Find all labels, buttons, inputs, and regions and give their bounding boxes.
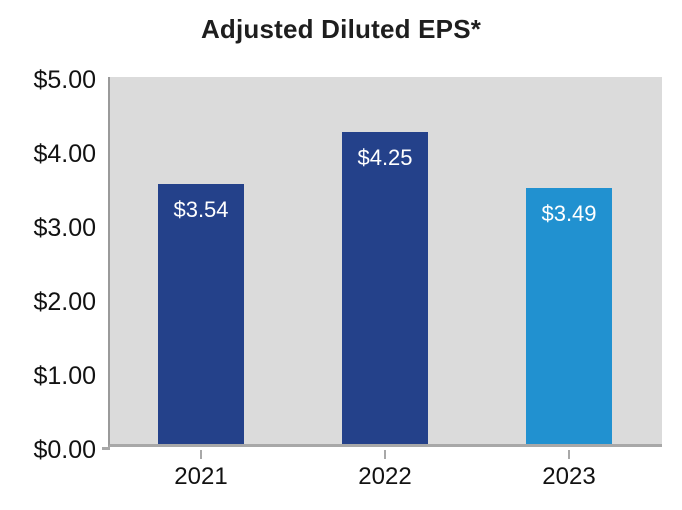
x-tick-label: 2022 <box>358 463 412 490</box>
x-category: 2021 <box>158 450 244 491</box>
x-category: 2023 <box>526 450 612 491</box>
y-tick-label: $3.00 <box>33 214 96 242</box>
y-tick-label: $1.00 <box>33 362 96 390</box>
y-tick-label: $4.00 <box>33 140 96 168</box>
bars-row: $3.54 $4.25 $3.49 <box>110 77 662 444</box>
x-tick-mark <box>200 450 202 459</box>
y-tick-label: $5.00 <box>33 66 96 94</box>
x-axis-labels: 2021 2022 2023 <box>108 450 662 491</box>
bar-value-label: $4.25 <box>357 145 413 171</box>
x-tick-label: 2021 <box>174 463 228 490</box>
bar-value-label: $3.54 <box>173 197 229 223</box>
x-axis-stub <box>102 447 110 450</box>
x-tick-mark <box>384 450 386 459</box>
x-tick-mark <box>568 450 570 459</box>
plot-area: $3.54 $4.25 $3.49 <box>108 77 662 447</box>
y-tick-label: $2.00 <box>33 288 96 316</box>
bar-2023: $3.49 <box>526 187 612 444</box>
chart-title: Adjusted Diluted EPS* <box>200 14 482 44</box>
x-category: 2022 <box>342 450 428 491</box>
y-tick-label: $0.00 <box>33 436 96 464</box>
bar-2022: $4.25 <box>342 132 428 444</box>
bar-2021: $3.54 <box>158 184 244 444</box>
x-tick-label: 2023 <box>542 463 596 490</box>
bar-value-label: $3.49 <box>541 200 597 226</box>
